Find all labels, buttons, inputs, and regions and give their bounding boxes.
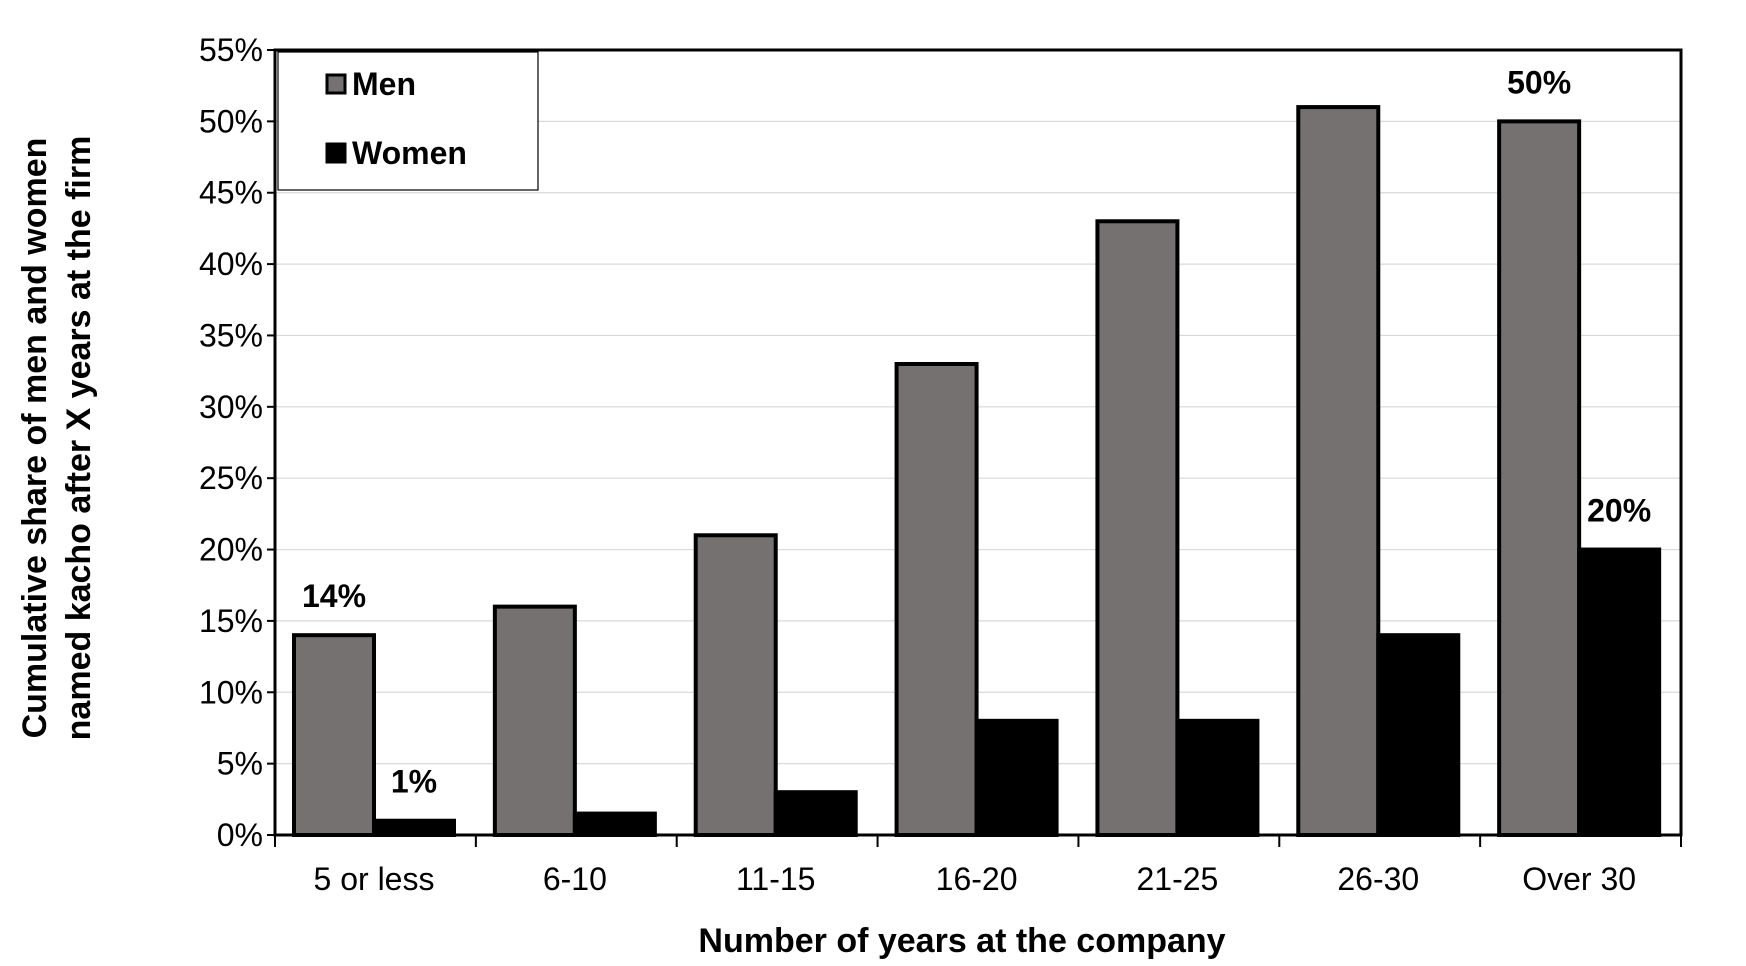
y-tick-label: 15% [199, 603, 263, 639]
x-tick-label: 26-30 [1337, 861, 1419, 897]
bars [292, 105, 1662, 838]
bar-men [1296, 105, 1381, 838]
x-tick-label: 21-25 [1137, 861, 1219, 897]
y-tick-label: 30% [199, 389, 263, 425]
data-label: 1% [391, 764, 437, 800]
bar-men [693, 533, 778, 837]
bar-men [894, 362, 979, 837]
bar-men [1497, 119, 1582, 837]
y-tick-label: 20% [199, 532, 263, 568]
y-tick-label: 10% [199, 674, 263, 710]
bar-women [1376, 633, 1461, 837]
bar-men [292, 633, 376, 837]
plot-frame [273, 48, 1683, 837]
x-tick-label: 6-10 [543, 861, 607, 897]
y-tick-label: 45% [199, 175, 263, 211]
y-tick-label: 0% [217, 817, 263, 853]
y-tick-label: 25% [199, 460, 263, 496]
data-label: 50% [1507, 64, 1571, 100]
y-axis-title-line2: named kacho after X years at the firm [60, 136, 98, 741]
legend-label: Men [352, 66, 416, 102]
y-axis-ticks: 0% 5% 10% 15% 20% 25% 30% 35% 40% 45% 50% 55% [199, 32, 275, 853]
legend-swatch [325, 73, 347, 95]
bar-women [572, 811, 657, 837]
legend-swatch [325, 142, 347, 164]
data-labels: 14% 1% 50% 20% [302, 64, 1651, 799]
y-tick-label: 40% [199, 246, 263, 282]
x-tick-label: 5 or less [314, 861, 435, 897]
bar-women [1577, 547, 1662, 838]
bar-women [773, 790, 858, 838]
data-label: 20% [1587, 493, 1651, 529]
bar-women [1175, 718, 1260, 837]
y-tick-label: 55% [199, 32, 263, 68]
x-tick-label: Over 30 [1522, 861, 1636, 897]
y-tick-label: 35% [199, 317, 263, 353]
legend-box [277, 51, 539, 191]
legend: Men Women [277, 51, 539, 191]
legend-label: Women [352, 135, 467, 171]
y-tick-label: 5% [217, 746, 263, 782]
bar-men [492, 604, 577, 837]
x-axis-ticks: 5 or less 6-10 11-15 16-20 21-25 26-30 Over 30 [274, 835, 1682, 897]
y-axis-title-line1: Cumulative share of men and women [16, 138, 54, 739]
data-label: 14% [302, 578, 366, 614]
x-axis-title: Number of years at the company [698, 922, 1225, 960]
bar-men [1095, 219, 1180, 838]
bar-women [372, 818, 456, 838]
y-tick-label: 50% [199, 103, 263, 139]
x-tick-label: 16-20 [936, 861, 1018, 897]
x-tick-label: 11-15 [736, 861, 815, 897]
bar-women [974, 718, 1059, 837]
